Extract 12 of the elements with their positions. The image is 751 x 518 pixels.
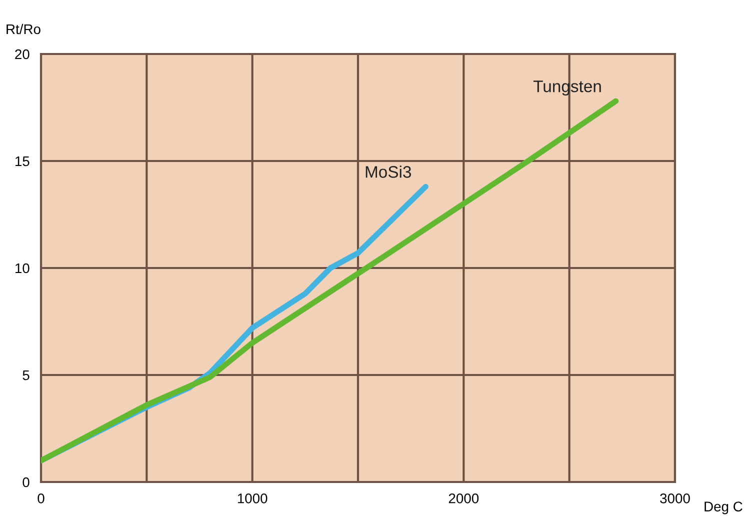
y-tick-label: 0 [22, 477, 30, 488]
x-tick-label: 1000 [238, 493, 268, 504]
y-tick-label: 15 [16, 156, 30, 166]
y-axis-title: Rt/Ro [6, 24, 40, 34]
y-tick-label: 10 [16, 263, 30, 274]
series-label: MoSi3 [366, 166, 412, 178]
y-tick-label: 5 [22, 370, 30, 380]
x-tick-label: 0 [38, 493, 44, 504]
x-axis-title: Deg C [704, 502, 742, 514]
y-tick-label: 20 [15, 49, 30, 60]
x-tick-label: 2000 [448, 493, 479, 504]
x-tick-label: 3000 [660, 493, 690, 504]
